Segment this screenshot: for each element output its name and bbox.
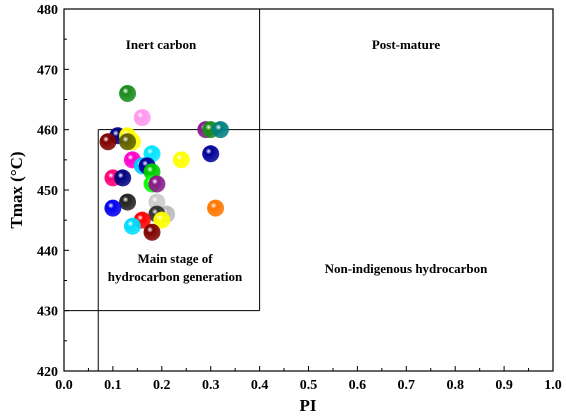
region-label-0: Inert carbon bbox=[126, 37, 197, 52]
x-axis: 0.0 0.1 0.2 0.3 0.4 0.5 0.6 0.7 0.8 0.9 1.0 bbox=[55, 366, 562, 393]
data-point bbox=[119, 193, 137, 211]
y-tick-label: 470 bbox=[37, 63, 58, 78]
data-point bbox=[153, 211, 171, 229]
data-point bbox=[119, 84, 137, 102]
y-tick-label: 450 bbox=[37, 184, 58, 199]
data-point bbox=[148, 193, 166, 211]
y-tick-label: 460 bbox=[37, 124, 58, 139]
x-tick-label: 0.6 bbox=[349, 378, 367, 393]
data-point bbox=[172, 151, 190, 169]
x-tick-label: 0.1 bbox=[104, 378, 122, 393]
x-axis-title: PI bbox=[300, 396, 317, 415]
data-point bbox=[202, 145, 220, 163]
region-boundaries bbox=[64, 9, 553, 371]
x-tick-label: 0.8 bbox=[446, 378, 464, 393]
x-tick-label: 1.0 bbox=[544, 378, 562, 393]
region-label-1: Post-mature bbox=[372, 37, 441, 52]
x-tick-label: 0.5 bbox=[300, 378, 318, 393]
data-point bbox=[143, 223, 161, 241]
x-tick-label: 0.2 bbox=[153, 378, 171, 393]
y-axis-title: Tmax (°C) bbox=[7, 151, 26, 228]
y-tick-label: 430 bbox=[37, 305, 58, 320]
x-tick-label: 0.9 bbox=[495, 378, 513, 393]
data-point bbox=[114, 169, 132, 187]
x-tick-label: 0.7 bbox=[398, 378, 416, 393]
data-point bbox=[99, 133, 117, 151]
data-point bbox=[119, 133, 137, 151]
y-tick-label: 440 bbox=[37, 244, 58, 259]
data-point bbox=[207, 199, 225, 217]
region-labels: Inert carbon Post-mature Main stage of hydr… bbox=[108, 37, 488, 284]
plot-frame bbox=[63, 8, 554, 372]
x-tick-label: 0.4 bbox=[251, 378, 269, 393]
data-point bbox=[148, 175, 166, 193]
data-points bbox=[99, 84, 229, 241]
y-axis: 420 430 440 450 460 470 480 bbox=[37, 3, 69, 380]
data-point bbox=[104, 199, 122, 217]
data-point bbox=[211, 121, 229, 139]
y-tick-label: 480 bbox=[37, 3, 58, 18]
y-tick-label: 420 bbox=[37, 365, 58, 380]
x-tick-label: 0.0 bbox=[55, 378, 73, 393]
x-tick-label: 0.3 bbox=[202, 378, 220, 393]
data-point bbox=[123, 217, 141, 235]
data-point bbox=[133, 109, 151, 127]
region-label-2: Main stage of hydrocarbon generation bbox=[108, 251, 243, 284]
region-label-3: Non-indigenous hydrocarbon bbox=[325, 261, 488, 276]
